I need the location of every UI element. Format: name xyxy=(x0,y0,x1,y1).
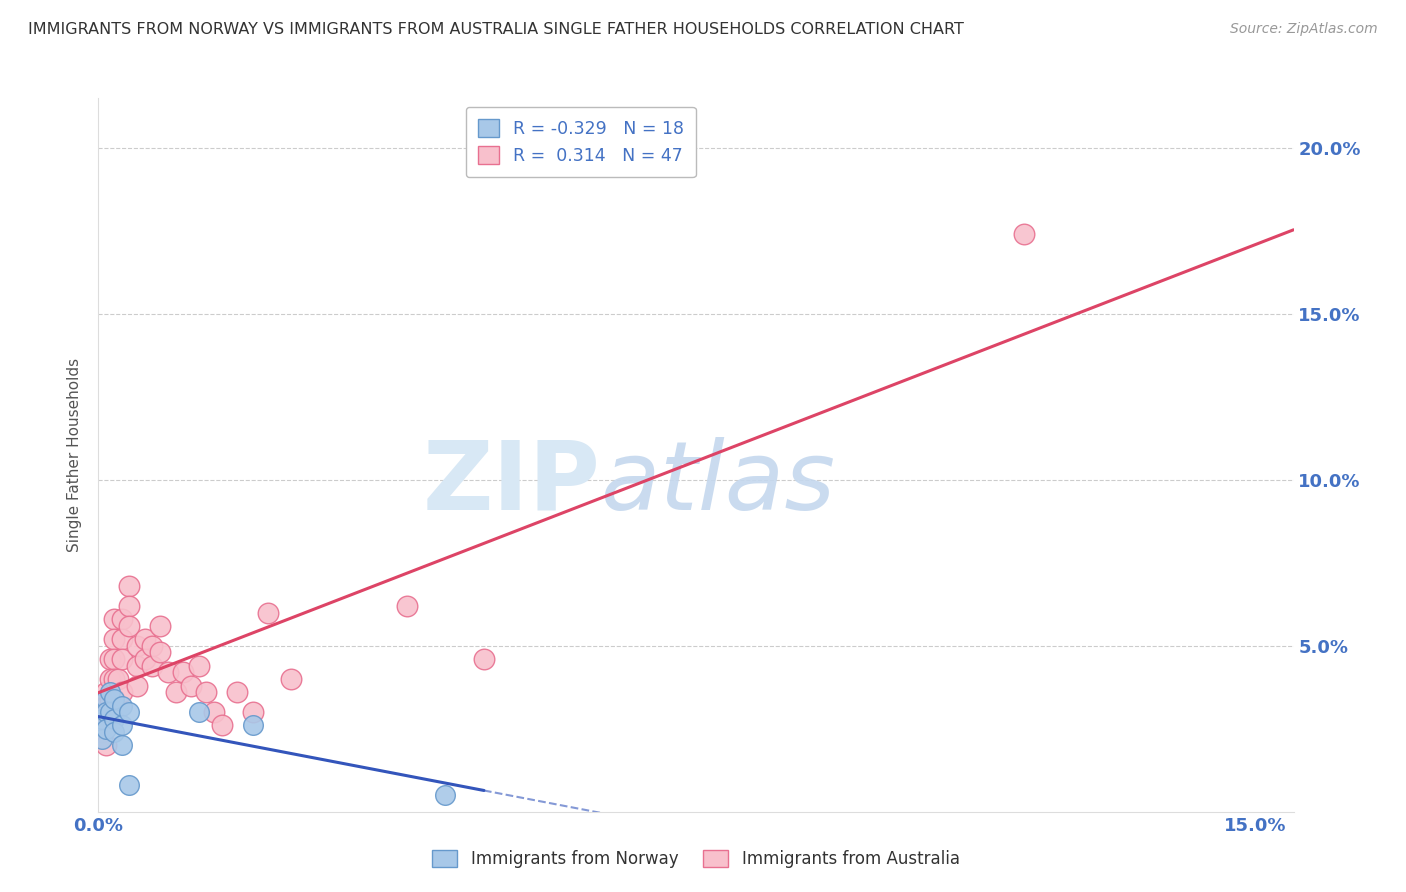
Point xyxy=(395,599,418,613)
Point xyxy=(434,788,457,802)
Point xyxy=(103,691,125,706)
Point xyxy=(125,639,148,653)
Point xyxy=(98,652,121,666)
Point xyxy=(110,718,132,732)
Point xyxy=(118,619,141,633)
Point xyxy=(242,718,264,732)
Point xyxy=(226,685,249,699)
Point xyxy=(94,718,117,732)
Point xyxy=(110,632,132,647)
Point xyxy=(165,685,187,699)
Point xyxy=(94,722,117,736)
Text: Source: ZipAtlas.com: Source: ZipAtlas.com xyxy=(1230,22,1378,37)
Point xyxy=(242,705,264,719)
Point xyxy=(103,672,125,686)
Point xyxy=(134,632,156,647)
Point xyxy=(118,705,141,719)
Point xyxy=(94,691,117,706)
Point xyxy=(125,658,148,673)
Point xyxy=(107,672,129,686)
Point xyxy=(195,685,218,699)
Point xyxy=(98,691,121,706)
Point xyxy=(103,712,125,726)
Point xyxy=(211,718,233,732)
Point xyxy=(187,705,209,719)
Y-axis label: Single Father Households: Single Father Households xyxy=(67,358,83,552)
Point xyxy=(149,645,172,659)
Point xyxy=(103,725,125,739)
Point xyxy=(134,652,156,666)
Point xyxy=(110,612,132,626)
Point xyxy=(110,652,132,666)
Point xyxy=(91,725,114,739)
Point xyxy=(94,698,117,713)
Point xyxy=(172,665,194,680)
Point xyxy=(94,739,117,753)
Point xyxy=(202,705,225,719)
Point xyxy=(110,698,132,713)
Point xyxy=(91,712,114,726)
Text: IMMIGRANTS FROM NORWAY VS IMMIGRANTS FROM AUSTRALIA SINGLE FATHER HOUSEHOLDS COR: IMMIGRANTS FROM NORWAY VS IMMIGRANTS FRO… xyxy=(28,22,965,37)
Point xyxy=(103,691,125,706)
Point xyxy=(472,652,495,666)
Text: ZIP: ZIP xyxy=(422,437,600,530)
Point xyxy=(94,685,117,699)
Point xyxy=(110,739,132,753)
Point xyxy=(149,619,172,633)
Legend: Immigrants from Norway, Immigrants from Australia: Immigrants from Norway, Immigrants from … xyxy=(426,843,966,875)
Point xyxy=(280,672,302,686)
Point xyxy=(187,658,209,673)
Point xyxy=(257,606,280,620)
Text: atlas: atlas xyxy=(600,437,835,530)
Point xyxy=(118,599,141,613)
Point xyxy=(98,685,121,699)
Point xyxy=(118,778,141,792)
Point xyxy=(180,679,202,693)
Point xyxy=(141,639,163,653)
Point xyxy=(91,731,114,746)
Point xyxy=(94,705,117,719)
Point xyxy=(156,665,179,680)
Point xyxy=(103,652,125,666)
Point xyxy=(118,579,141,593)
Point xyxy=(98,705,121,719)
Point xyxy=(90,712,112,726)
Point xyxy=(103,632,125,647)
Point xyxy=(110,685,132,699)
Point xyxy=(125,679,148,693)
Point xyxy=(98,672,121,686)
Point xyxy=(91,705,114,719)
Point xyxy=(141,658,163,673)
Point xyxy=(1012,227,1035,242)
Point xyxy=(103,612,125,626)
